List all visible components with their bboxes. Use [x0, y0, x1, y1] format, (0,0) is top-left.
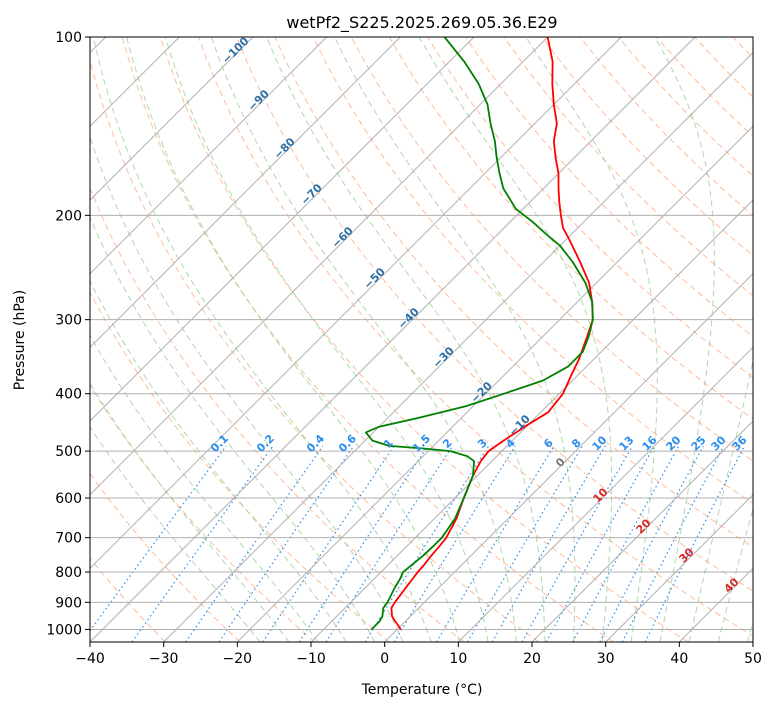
y-tick-label: 400 — [55, 387, 82, 403]
y-tick-label: 300 — [55, 313, 82, 329]
moist-adiabat — [717, 506, 753, 642]
moist-adiabat — [525, 37, 658, 642]
dry-adiabat — [90, 291, 390, 642]
moist-adiabat — [90, 382, 290, 642]
isotherm — [90, 37, 475, 422]
x-tick-label: −10 — [296, 651, 326, 667]
y-tick-label: 700 — [55, 531, 82, 547]
mixing-ratio-line — [491, 445, 606, 642]
moist-adiabat — [688, 358, 753, 642]
moist-adiabat — [92, 37, 432, 642]
dry-adiabat — [274, 37, 753, 548]
isotherm — [384, 272, 753, 642]
isotherm — [90, 37, 254, 201]
mixing-ratio-line — [298, 445, 429, 642]
isotherm — [163, 51, 753, 642]
mixing-ratio-line — [325, 445, 454, 642]
dry-adiabat — [503, 37, 753, 297]
isotherm — [90, 37, 401, 349]
y-tick-label: 1000 — [46, 622, 82, 638]
background-lines — [90, 37, 753, 642]
isotherm — [236, 125, 753, 642]
dry-adiabat — [312, 37, 753, 505]
dry-adiabat — [90, 384, 316, 642]
y-axis-ticks: 100 200 300 400 500 600 700 800 900 1000 — [46, 30, 90, 638]
x-tick-label: −40 — [75, 651, 105, 667]
moist-adiabat — [164, 37, 489, 642]
dry-adiabat — [159, 37, 689, 642]
dry-adiabat — [121, 37, 614, 642]
x-tick-label: 20 — [523, 651, 541, 667]
y-tick-label: 500 — [55, 444, 82, 460]
isotherm — [90, 37, 549, 496]
dewpoint-profile-line — [364, 37, 594, 631]
dry-adiabat — [426, 37, 753, 378]
moist-adiabat — [90, 426, 261, 642]
isotherm — [531, 420, 753, 642]
isotherm — [90, 37, 696, 642]
x-axis-ticks: −40 −30 −20 −10 0 10 20 30 40 50 — [75, 642, 762, 667]
isotherm — [457, 346, 753, 642]
x-tick-label: 30 — [597, 651, 615, 667]
y-tick-label: 800 — [55, 565, 82, 581]
dry-adiabat — [236, 37, 753, 592]
mixing-ratio-line — [521, 445, 634, 642]
mixing-ratio-line — [572, 445, 680, 642]
profile-series — [364, 37, 594, 631]
isotherm — [310, 199, 753, 642]
moist-adiabat — [334, 37, 576, 642]
x-tick-label: 10 — [449, 651, 467, 667]
moist-adiabat — [418, 37, 613, 642]
dry-adiabat — [465, 37, 753, 337]
y-tick-label: 900 — [55, 595, 82, 611]
moist-adiabat — [266, 37, 546, 642]
dry-adiabat — [90, 59, 540, 642]
isotherm — [90, 37, 328, 275]
x-tick-label: 0 — [380, 651, 389, 667]
temperature-profile-line — [390, 37, 594, 630]
isotherm — [605, 493, 753, 642]
dry-adiabat — [90, 472, 241, 642]
plot-frame — [89, 36, 754, 643]
isotherm — [90, 37, 622, 570]
x-tick-label: 50 — [744, 651, 762, 667]
mixing-ratio-line — [435, 445, 555, 642]
mixing-ratio-line — [262, 445, 395, 642]
x-tick-label: −30 — [149, 651, 179, 667]
moist-adiabat — [90, 334, 319, 642]
chart-title: wetPf2_S225.2025.269.05.36.E29 — [286, 13, 557, 33]
x-tick-label: 40 — [670, 651, 688, 667]
y-tick-label: 100 — [55, 30, 82, 46]
x-tick-label: −20 — [223, 651, 253, 667]
plot-area — [90, 37, 753, 642]
mixing-ratio-line — [364, 445, 490, 642]
moist-adiabat — [654, 37, 715, 642]
dry-adiabat — [90, 186, 465, 642]
mixing-ratio-line — [466, 445, 584, 642]
mixing-ratio-line — [545, 445, 656, 642]
moist-adiabat — [126, 37, 461, 642]
y-tick-label: 600 — [55, 491, 82, 507]
x-axis-title: Temperature (°C) — [361, 682, 483, 698]
moist-adiabat — [90, 279, 347, 642]
y-tick-label: 200 — [55, 208, 82, 224]
y-axis-title: Pressure (hPa) — [12, 290, 28, 390]
dry-adiabat — [350, 37, 753, 462]
